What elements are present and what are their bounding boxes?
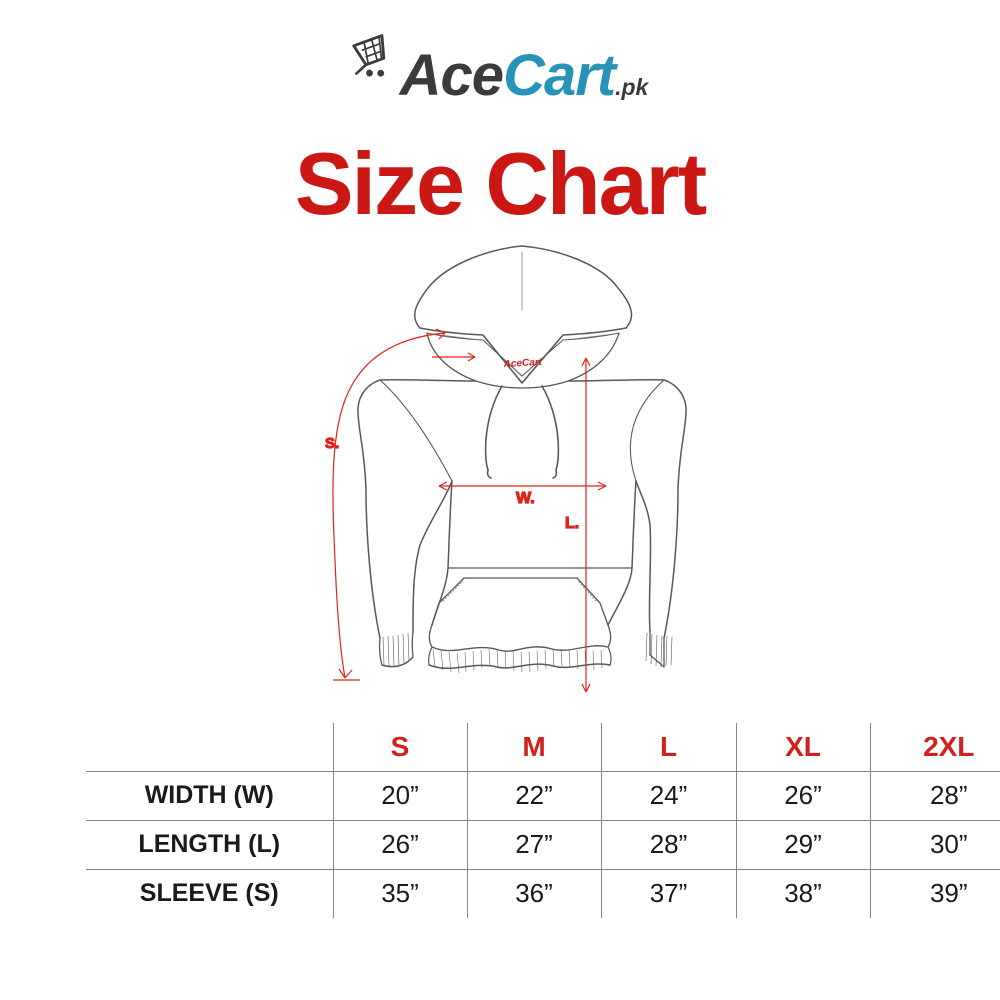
svg-text:L.: L. — [565, 515, 579, 532]
svg-text:S.: S. — [325, 435, 339, 452]
svg-text:W.: W. — [516, 490, 535, 507]
svg-text:AceCart: AceCart — [502, 357, 543, 370]
